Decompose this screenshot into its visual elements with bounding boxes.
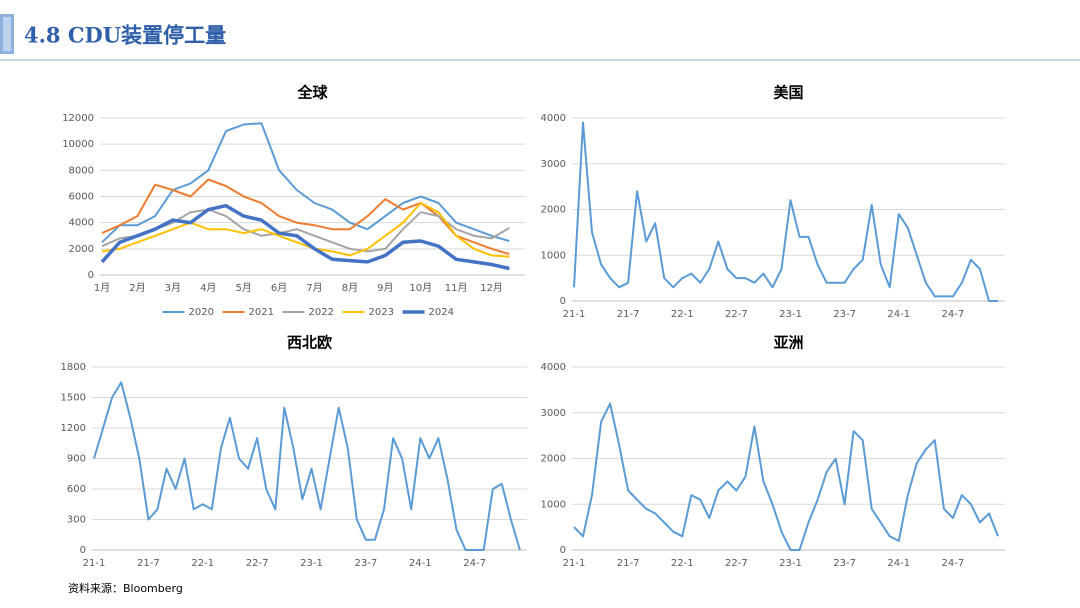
y-tick-label: 1800 [61,362,86,373]
legend-label: 2024 [429,307,454,318]
x-tick-label: 3月 [165,282,181,294]
y-tick-label: 10000 [62,139,94,150]
x-tick-label: 2月 [129,282,145,294]
x-tick-label: 22-1 [671,309,694,320]
y-tick-label: 300 [67,515,86,526]
y-tick-label: 0 [80,545,86,556]
header-icon-inner [3,17,11,51]
x-tick-label: 21-1 [83,558,106,569]
y-tick-label: 2000 [541,454,566,465]
x-tick-label: 22-1 [191,558,214,569]
x-tick-label: 24-7 [463,558,486,569]
y-tick-label: 3000 [541,159,566,170]
x-tick-label: 22-7 [246,558,269,569]
x-tick-label: 5月 [235,282,251,294]
x-tick-label: 23-1 [779,558,802,569]
y-tick-label: 4000 [69,218,94,229]
x-tick-label: 24-1 [887,309,910,320]
y-tick-label: 12000 [62,113,94,124]
x-tick-label: 12月 [480,282,503,294]
y-tick-label: 1000 [541,250,566,261]
y-tick-label: 600 [67,484,86,495]
x-tick-label: 24-1 [887,558,910,569]
x-tick-label: 22-7 [725,309,748,320]
y-tick-label: 0 [560,545,566,556]
x-tick-label: 21-7 [617,309,640,320]
x-tick-label: 24-7 [942,558,965,569]
y-tick-label: 6000 [69,192,94,203]
legend-label: 2022 [309,307,334,318]
y-tick-label: 0 [88,270,94,281]
y-tick-label: 1200 [61,423,86,434]
legend-label: 2020 [189,307,214,318]
x-tick-label: 21-1 [563,309,586,320]
chart-title: 美国 [773,84,803,102]
legend-label: 2023 [369,307,394,318]
y-tick-label: 4000 [541,113,566,124]
chart-title: 西北欧 [287,334,332,352]
x-tick-label: 21-7 [617,558,640,569]
x-tick-label: 11月 [445,282,468,294]
y-tick-label: 1500 [61,393,86,404]
x-tick-label: 21-1 [563,558,586,569]
x-tick-label: 7月 [306,282,322,294]
data-line [101,202,510,258]
data-line [573,402,999,551]
x-tick-label: 23-7 [355,558,378,569]
y-tick-label: 0 [560,296,566,307]
x-tick-label: 10月 [409,282,432,294]
x-tick-label: 6月 [271,282,287,294]
x-tick-label: 24-1 [409,558,432,569]
y-tick-label: 3000 [541,408,566,419]
x-tick-label: 23-7 [833,558,856,569]
legend-label: 2021 [249,307,274,318]
source: 资料来源：Bloomberg [68,581,183,595]
x-tick-label: 9月 [377,282,393,294]
y-tick-label: 8000 [69,165,94,176]
data-line [100,203,510,271]
x-tick-label: 24-7 [942,309,965,320]
data-line [93,381,521,551]
y-tick-label: 2000 [541,205,566,216]
data-line [101,122,510,244]
x-tick-label: 23-1 [779,309,802,320]
x-tick-label: 4月 [200,282,216,294]
y-tick-label: 2000 [69,244,94,255]
data-line [101,208,510,253]
chart-title: 亚洲 [773,334,803,352]
chart-title: 全球 [296,84,328,102]
x-tick-label: 22-1 [671,558,694,569]
x-tick-label: 23-7 [833,309,856,320]
header-title: 4.8 CDU装置停工量 [24,23,226,48]
x-tick-label: 23-1 [300,558,323,569]
x-tick-label: 8月 [342,282,358,294]
y-tick-label: 4000 [541,362,566,373]
y-tick-label: 1000 [541,499,566,510]
data-line [573,121,998,302]
x-tick-label: 22-7 [725,558,748,569]
y-tick-label: 900 [67,454,86,465]
x-tick-label: 1月 [94,282,110,294]
x-tick-label: 21-7 [137,558,160,569]
